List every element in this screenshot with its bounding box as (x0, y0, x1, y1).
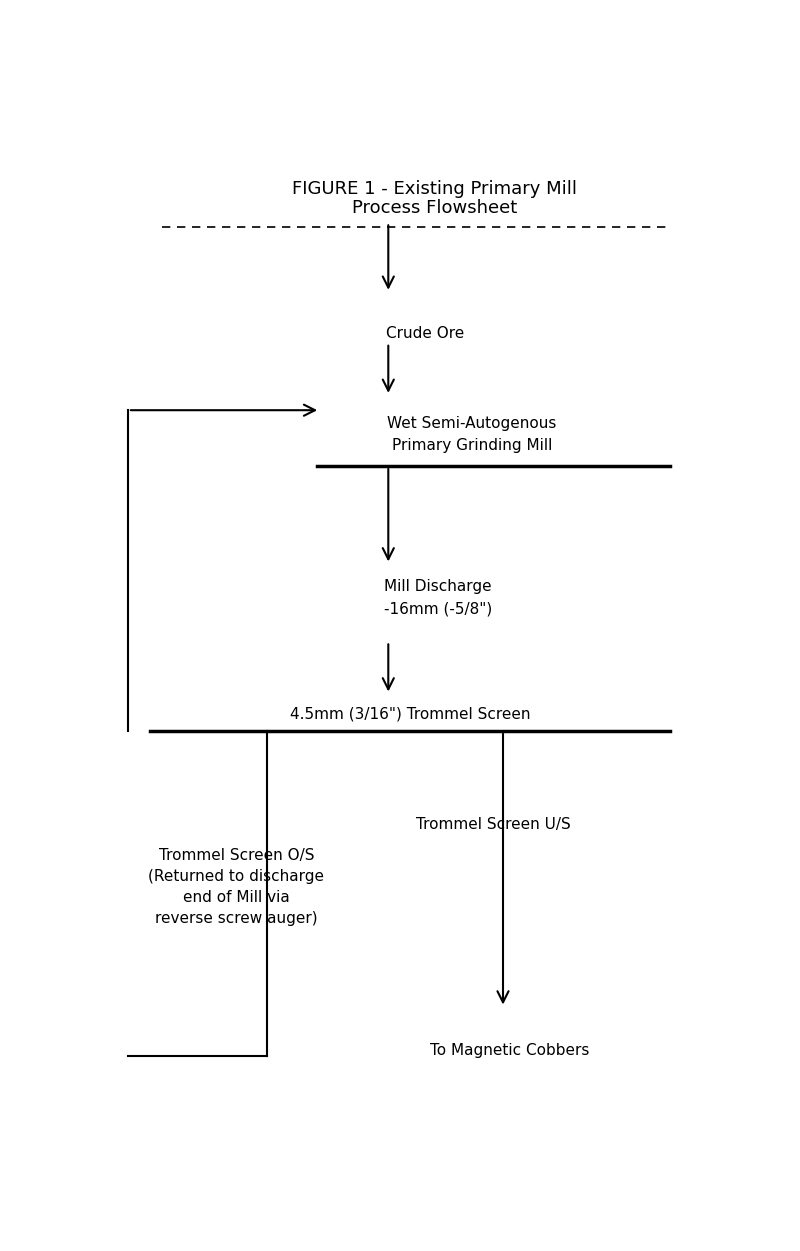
Text: 4.5mm (3/16") Trommel Screen: 4.5mm (3/16") Trommel Screen (290, 706, 530, 721)
Text: Mill Discharge
-16mm (-5/8"): Mill Discharge -16mm (-5/8") (384, 579, 492, 617)
Text: Trommel Screen O/S
(Returned to discharge
end of Mill via
reverse screw auger): Trommel Screen O/S (Returned to discharg… (149, 848, 325, 926)
Text: Process Flowsheet: Process Flowsheet (352, 199, 518, 216)
Text: To Magnetic Cobbers: To Magnetic Cobbers (430, 1043, 589, 1058)
Text: Trommel Screen U/S: Trommel Screen U/S (416, 817, 571, 832)
Text: Wet Semi-Autogenous
Primary Grinding Mill: Wet Semi-Autogenous Primary Grinding Mil… (387, 415, 557, 453)
Text: FIGURE 1 - Existing Primary Mill: FIGURE 1 - Existing Primary Mill (292, 180, 578, 198)
Text: Crude Ore: Crude Ore (386, 325, 465, 340)
